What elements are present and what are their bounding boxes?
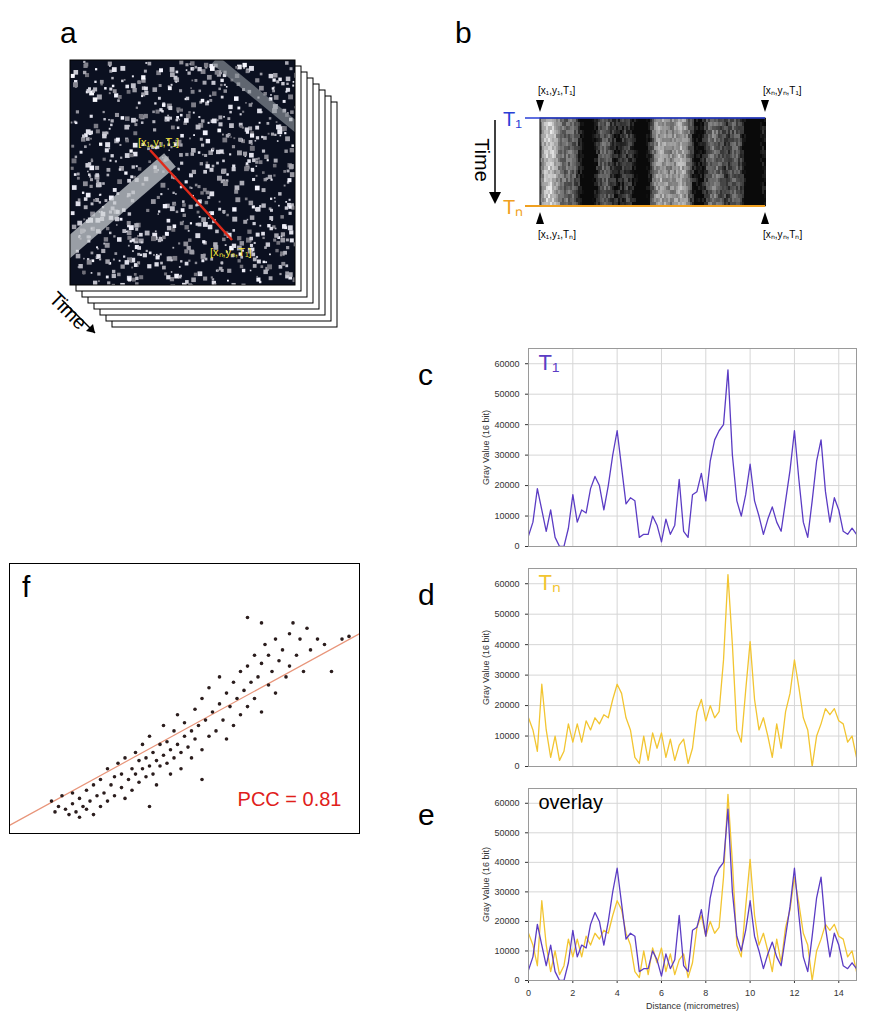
svg-text:0: 0 [514, 975, 519, 985]
svg-text:10000: 10000 [494, 731, 519, 741]
svg-text:Gray Value (16 bit): Gray Value (16 bit) [481, 847, 491, 922]
svg-text:20000: 20000 [494, 916, 519, 926]
svg-text:[xₙ,yₙ,Tₙ]: [xₙ,yₙ,Tₙ] [763, 229, 802, 240]
svg-text:10000: 10000 [494, 946, 519, 956]
svg-text:4: 4 [615, 988, 620, 998]
svg-text:0: 0 [526, 988, 531, 998]
svg-text:[xₙ,yₙ,T₁]: [xₙ,yₙ,T₁] [763, 85, 802, 96]
html-text:c: c [418, 358, 433, 391]
html-text:e: e [418, 798, 435, 831]
svg-text:12: 12 [789, 988, 799, 998]
svg-text:0: 0 [514, 541, 519, 551]
svg-text:Time: Time [45, 287, 91, 333]
svg-text:Tₙ: Tₙ [503, 196, 523, 218]
svg-text:50000: 50000 [494, 828, 519, 838]
svg-text:50000: 50000 [494, 389, 519, 399]
svg-text:Gray Value (16 bit): Gray Value (16 bit) [481, 630, 491, 705]
svg-text:Distance (micrometres): Distance (micrometres) [646, 1001, 739, 1011]
svg-text:60000: 60000 [494, 359, 519, 369]
svg-text:10000: 10000 [494, 511, 519, 521]
svg-text:10: 10 [745, 988, 755, 998]
svg-text:60000: 60000 [494, 579, 519, 589]
svg-text:8: 8 [703, 988, 708, 998]
svg-text:60000: 60000 [494, 798, 519, 808]
svg-text:PCC = 0.81: PCC = 0.81 [238, 788, 342, 810]
svg-text:30000: 30000 [494, 450, 519, 460]
svg-text:30000: 30000 [494, 887, 519, 897]
svg-text:[x₁,y₁,T₁]: [x₁,y₁,T₁] [138, 136, 179, 148]
svg-text:[xₙ,yₙ,T₁]: [xₙ,yₙ,T₁] [210, 246, 252, 258]
svg-text:6: 6 [659, 988, 664, 998]
html-text:a: a [60, 16, 77, 49]
html-text:b: b [455, 16, 472, 49]
html-text:f: f [22, 570, 31, 603]
svg-text:20000: 20000 [494, 480, 519, 490]
svg-text:[x₁,y₁,T₁]: [x₁,y₁,T₁] [538, 85, 576, 96]
html-text:d: d [418, 578, 435, 611]
svg-text:T₁: T₁ [539, 350, 560, 375]
svg-text:30000: 30000 [494, 670, 519, 680]
svg-text:Time: Time [471, 138, 493, 182]
svg-text:T₁: T₁ [503, 108, 522, 130]
svg-text:Tₙ: Tₙ [539, 570, 561, 595]
svg-text:14: 14 [834, 988, 844, 998]
svg-text:[x₁,y₁,Tₙ]: [x₁,y₁,Tₙ] [538, 229, 576, 240]
svg-text:20000: 20000 [494, 700, 519, 710]
svg-text:overlay: overlay [539, 791, 603, 813]
svg-text:50000: 50000 [494, 609, 519, 619]
svg-text:Gray Value (16 bit): Gray Value (16 bit) [481, 410, 491, 485]
svg-text:40000: 40000 [494, 857, 519, 867]
svg-text:40000: 40000 [494, 640, 519, 650]
svg-text:40000: 40000 [494, 420, 519, 430]
svg-text:2: 2 [570, 988, 575, 998]
svg-text:0: 0 [514, 761, 519, 771]
